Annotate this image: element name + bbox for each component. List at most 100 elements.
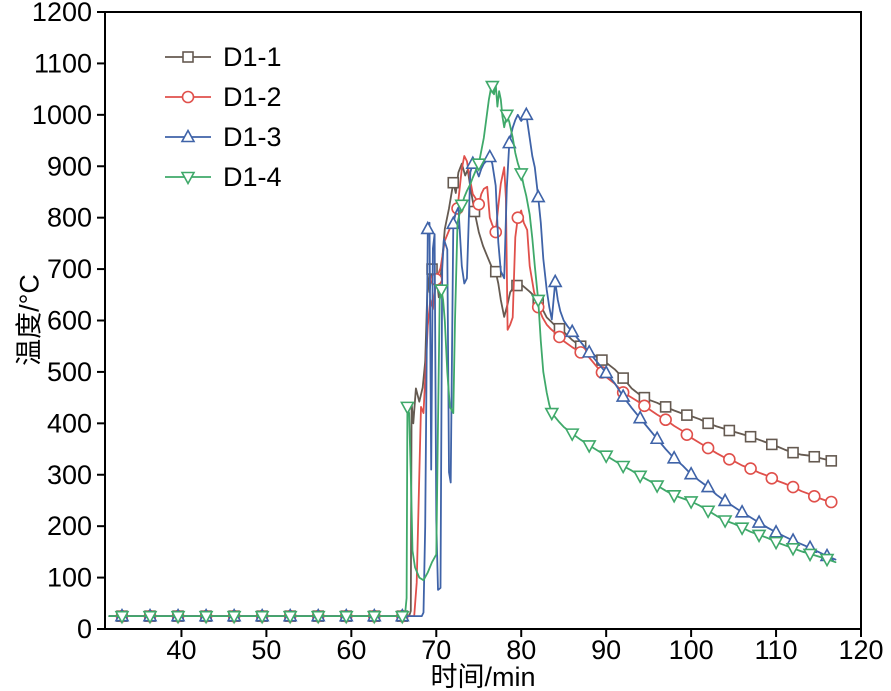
square-marker — [659, 401, 672, 413]
y-tick-label: 1200 — [32, 0, 92, 27]
triangle-up-marker — [564, 323, 580, 338]
x-tick-label: 50 — [251, 635, 281, 665]
square-marker — [808, 450, 821, 463]
circle-marker — [680, 428, 694, 441]
triangle-up-marker — [632, 410, 648, 424]
x-tick-label: 80 — [506, 635, 536, 665]
triangle-down-marker — [598, 450, 614, 464]
circle-marker — [181, 90, 195, 104]
triangle-down-marker — [819, 553, 835, 568]
triangle-up-marker — [666, 450, 682, 464]
triangle-up-marker — [180, 128, 196, 143]
y-tick-label: 300 — [47, 460, 92, 490]
circle-marker — [638, 399, 651, 413]
triangle-down-marker — [666, 490, 682, 504]
triangle-up-marker — [530, 188, 546, 203]
square-marker — [447, 176, 460, 189]
circle-marker — [511, 211, 525, 224]
triangle-up-marker — [518, 106, 534, 121]
y-tick-label: 600 — [47, 306, 92, 336]
triangle-up-marker — [700, 478, 716, 493]
triangle-down-marker — [581, 440, 597, 454]
triangle-down-marker — [471, 158, 487, 172]
triangle-up-marker — [683, 466, 699, 480]
x-axis-label: 时间/min — [430, 662, 536, 691]
triangle-down-marker — [734, 522, 750, 536]
square-marker — [766, 438, 778, 451]
legend: D1-1 D1-2 D1-3 D1-4 — [165, 42, 282, 192]
legend-item-D1-3: D1-3 — [165, 122, 282, 152]
legend-item-D1-2: D1-2 — [165, 82, 282, 112]
triangle-down-marker — [394, 610, 410, 625]
series-D1-4 — [108, 80, 837, 625]
x-tick-label: 120 — [838, 635, 883, 665]
legend-item-D1-4: D1-4 — [165, 162, 282, 192]
y-tick-label: 0 — [77, 614, 92, 644]
triangle-down-marker — [649, 480, 665, 494]
triangle-down-marker — [310, 610, 326, 625]
triangle-down-marker — [180, 171, 196, 186]
y-axis-label: 温度/°C — [14, 274, 45, 366]
triangle-down-marker — [530, 294, 546, 309]
triangle-down-marker — [454, 199, 470, 213]
y-tick-label: 1100 — [34, 48, 92, 78]
y-tick-label: 1000 — [32, 100, 92, 130]
square-marker — [681, 409, 693, 421]
triangle-down-marker — [366, 610, 382, 625]
triangle-up-marker — [581, 344, 597, 358]
square-marker — [787, 446, 799, 459]
triangle-down-marker — [751, 529, 767, 544]
triangle-down-marker — [802, 548, 818, 563]
x-tick-label: 90 — [591, 635, 621, 665]
circle-marker — [765, 472, 779, 485]
series-line-D1-1 — [108, 162, 837, 617]
square-marker — [723, 424, 736, 437]
circle-marker — [786, 480, 800, 494]
circle-marker — [744, 462, 757, 475]
triangle-up-marker — [547, 273, 563, 288]
triangle-down-marker — [282, 610, 298, 625]
square-marker — [702, 417, 714, 430]
legend-item-D1-1: D1-1 — [165, 42, 282, 72]
triangle-down-marker — [768, 536, 784, 551]
triangle-down-marker — [544, 407, 560, 422]
square-marker — [511, 279, 523, 292]
y-tick-label: 100 — [47, 563, 92, 593]
triangle-down-marker — [434, 284, 449, 298]
triangle-down-marker — [338, 610, 354, 625]
square-marker — [617, 372, 629, 384]
x-tick-label: 60 — [336, 635, 366, 665]
triangle-down-marker — [683, 496, 699, 510]
triangle-down-marker — [254, 610, 270, 625]
triangle-up-marker — [482, 148, 498, 163]
triangle-up-marker — [615, 388, 631, 402]
y-tick-label: 500 — [47, 357, 92, 387]
series-D1-1 — [108, 162, 838, 622]
triangle-up-marker — [501, 134, 517, 149]
triangle-up-marker — [420, 220, 436, 235]
circle-marker — [701, 441, 715, 455]
series-D1-3 — [108, 106, 837, 622]
triangle-up-marker — [751, 514, 767, 528]
triangle-down-marker — [700, 505, 716, 519]
circle-marker — [723, 453, 736, 466]
circle-marker — [489, 225, 503, 239]
square-marker — [744, 430, 757, 443]
triangle-down-marker — [114, 610, 130, 625]
triangle-up-marker — [717, 492, 733, 507]
square-marker — [182, 51, 194, 63]
x-tick-label: 110 — [755, 635, 798, 665]
triangle-down-marker — [226, 610, 242, 625]
series-D1-2 — [108, 155, 838, 623]
triangle-down-marker — [499, 109, 515, 124]
triangle-up-marker — [445, 215, 461, 230]
x-tick-label: 70 — [421, 635, 451, 665]
square-marker — [825, 455, 838, 467]
triangle-down-marker — [198, 610, 214, 625]
series-line-D1-4 — [108, 83, 837, 617]
triangle-down-marker — [400, 401, 415, 416]
triangle-down-marker — [564, 428, 580, 442]
x-tick-label: 100 — [669, 635, 714, 665]
